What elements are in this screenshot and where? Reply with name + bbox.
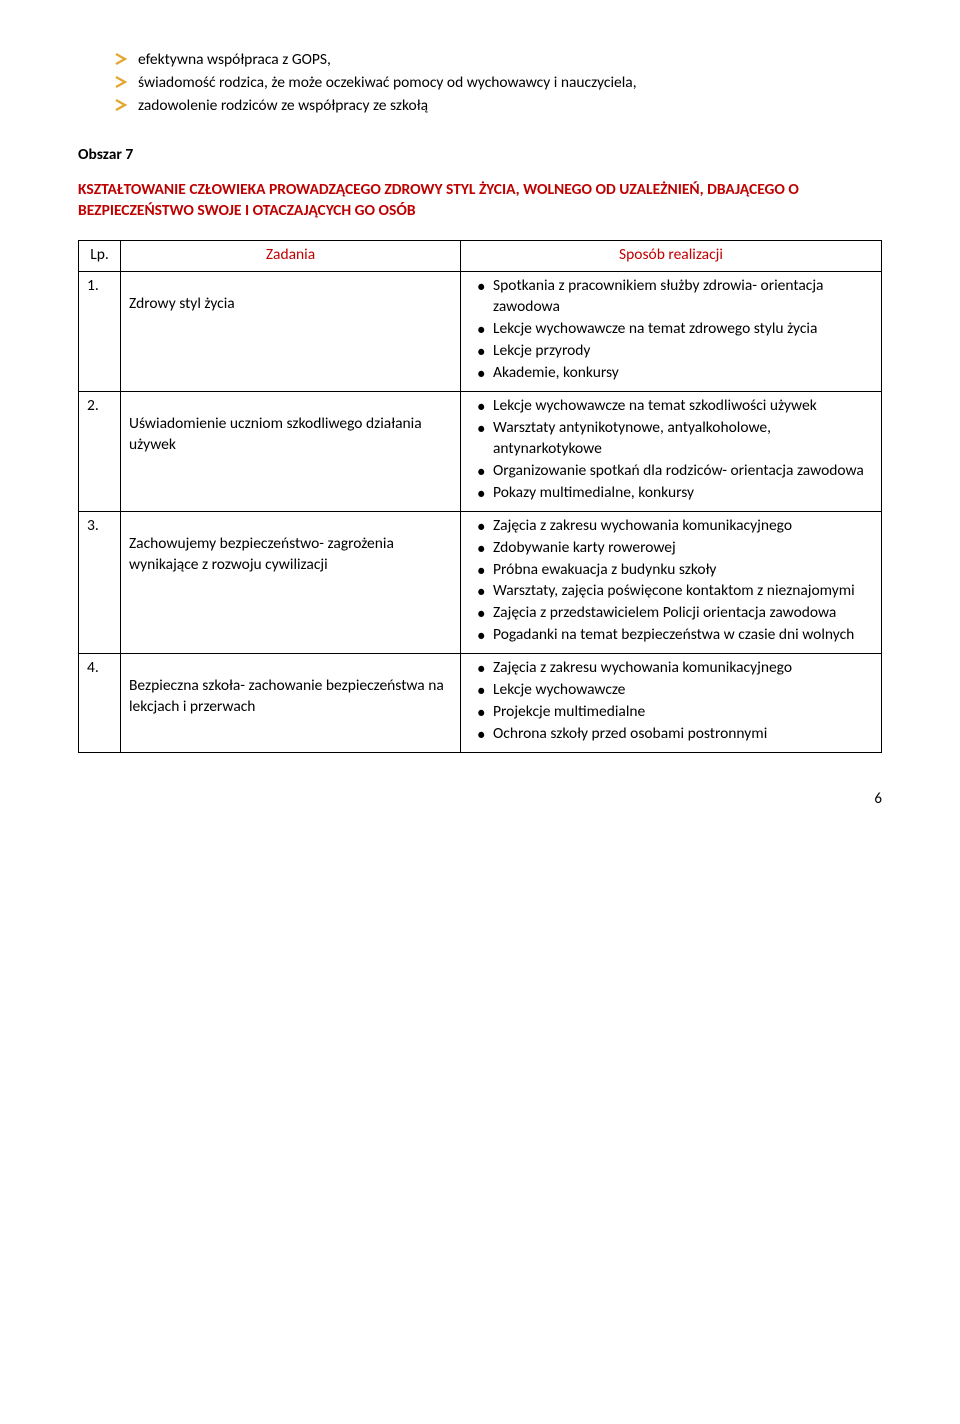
- bullet-item: świadomość rodzica, że może oczekiwać po…: [114, 73, 882, 94]
- table-row: 2.Uświadomienie uczniom szkodliwego dzia…: [79, 392, 882, 512]
- cell-realization: Spotkania z pracownikiem służby zdrowia-…: [461, 272, 882, 392]
- header-sposob: Sposób realizacji: [461, 240, 882, 272]
- arrow-icon: [114, 52, 128, 66]
- cell-task: Zachowujemy bezpieczeństwo- zagrożenia w…: [121, 511, 461, 654]
- bullet-text: efektywna współpraca z GOPS,: [138, 50, 331, 71]
- page-number: 6: [78, 789, 882, 809]
- realization-item: Projekcje multimedialne: [493, 702, 873, 723]
- realization-item: Lekcje wychowawcze: [493, 680, 873, 701]
- cell-realization: Lekcje wychowawcze na temat szkodliwości…: [461, 392, 882, 512]
- bullet-text: świadomość rodzica, że może oczekiwać po…: [138, 73, 637, 94]
- header-lp: Lp.: [79, 240, 121, 272]
- cell-task: Bezpieczna szkoła- zachowanie bezpieczeń…: [121, 654, 461, 753]
- table-row: 1.Zdrowy styl życia Spotkania z pracownik…: [79, 272, 882, 392]
- cell-lp: 1.: [79, 272, 121, 392]
- section-title: KSZTAŁTOWANIE CZŁOWIEKA PROWADZĄCEGO ZDR…: [78, 180, 882, 222]
- realization-item: Zdobywanie karty rowerowej: [493, 538, 873, 559]
- bullet-item: efektywna współpraca z GOPS,: [114, 50, 882, 71]
- cell-lp: 2.: [79, 392, 121, 512]
- realization-item: Warsztaty, zajęcia poświęcone kontaktom …: [493, 581, 873, 602]
- cell-realization: Zajęcia z zakresu wychowania komunikacyj…: [461, 511, 882, 654]
- arrow-icon: [114, 75, 128, 89]
- realization-item: Zajęcia z zakresu wychowania komunikacyj…: [493, 658, 873, 679]
- table-row: 3.Zachowujemy bezpieczeństwo- zagrożenia…: [79, 511, 882, 654]
- header-zadania: Zadania: [121, 240, 461, 272]
- realization-item: Pokazy multimedialne, konkursy: [493, 483, 873, 504]
- tasks-table: Lp. Zadania Sposób realizacji 1.Zdrowy s…: [78, 240, 882, 753]
- bullet-item: zadowolenie rodziców ze współpracy ze sz…: [114, 96, 882, 117]
- realization-item: Zajęcia z zakresu wychowania komunikacyj…: [493, 516, 873, 537]
- cell-lp: 3.: [79, 511, 121, 654]
- area-heading: Obszar 7: [78, 145, 882, 166]
- cell-task: Zdrowy styl życia: [121, 272, 461, 392]
- realization-item: Pogadanki na temat bezpieczeństwa w czas…: [493, 625, 873, 646]
- cell-lp: 4.: [79, 654, 121, 753]
- cell-realization: Zajęcia z zakresu wychowania komunikacyj…: [461, 654, 882, 753]
- realization-item: Lekcje wychowawcze na temat zdrowego sty…: [493, 319, 873, 340]
- realization-item: Akademie, konkursy: [493, 363, 873, 384]
- realization-item: Zajęcia z przedstawicielem Policji orien…: [493, 603, 873, 624]
- realization-item: Warsztaty antynikotynowe, antyalkoholowe…: [493, 418, 873, 460]
- table-row: 4.Bezpieczna szkoła- zachowanie bezpiecz…: [79, 654, 882, 753]
- realization-item: Ochrona szkoły przed osobami postronnymi: [493, 724, 873, 745]
- cell-task: Uświadomienie uczniom szkodliwego działa…: [121, 392, 461, 512]
- bullet-text: zadowolenie rodziców ze współpracy ze sz…: [138, 96, 428, 117]
- realization-item: Spotkania z pracownikiem służby zdrowia-…: [493, 276, 873, 318]
- realization-item: Próbna ewakuacja z budynku szkoły: [493, 560, 873, 581]
- arrow-icon: [114, 98, 128, 112]
- realization-item: Lekcje wychowawcze na temat szkodliwości…: [493, 396, 873, 417]
- realization-item: Lekcje przyrody: [493, 341, 873, 362]
- realization-item: Organizowanie spotkań dla rodziców- orie…: [493, 461, 873, 482]
